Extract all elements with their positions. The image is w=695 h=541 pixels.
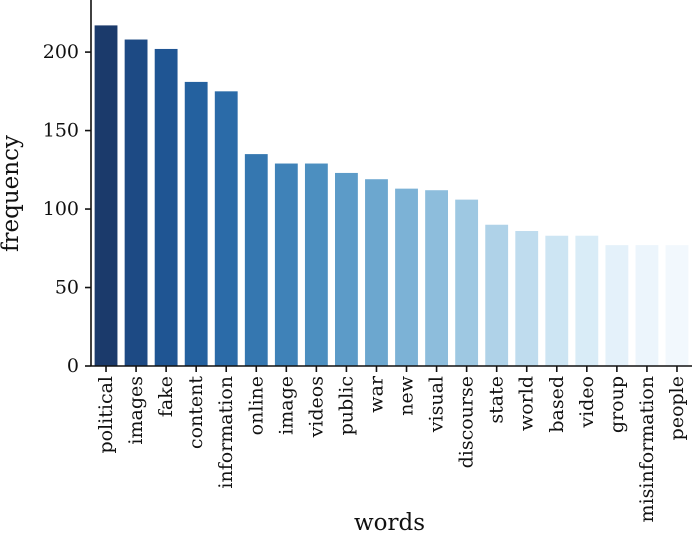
x-tick-label: fake xyxy=(155,376,177,417)
x-tick-label: misinformation xyxy=(636,376,658,522)
x-tick-label: public xyxy=(335,376,357,435)
bar-visual xyxy=(425,190,448,366)
bar-war xyxy=(365,179,388,366)
x-tick-label: visual xyxy=(426,376,448,433)
x-tick-label: discourse xyxy=(456,376,478,468)
bar-discourse xyxy=(455,199,479,366)
x-tick-label: image xyxy=(275,376,297,435)
x-tick-label: world xyxy=(516,376,538,431)
bars-group xyxy=(94,25,689,367)
x-tick-label: new xyxy=(396,375,418,415)
x-tick-label: content xyxy=(185,376,207,449)
bar-online xyxy=(244,154,268,366)
y-tick-label: 0 xyxy=(67,355,79,377)
x-tick-label: videos xyxy=(305,376,327,438)
y-axis-ticks: 0 50 100 150 200 xyxy=(43,41,91,377)
x-axis-title: words xyxy=(354,510,425,536)
x-tick-label: information xyxy=(215,376,237,489)
x-tick-label: people xyxy=(666,376,688,440)
x-tick-label: group xyxy=(606,376,628,433)
x-tick-label: war xyxy=(365,375,387,413)
bar-content xyxy=(184,81,208,366)
bar-videos xyxy=(304,163,328,366)
bar-fake xyxy=(154,48,178,366)
bar-based xyxy=(545,235,569,366)
x-tick-label: based xyxy=(546,376,568,433)
bar-video xyxy=(575,235,599,366)
bar-world xyxy=(515,231,539,366)
y-tick-label: 100 xyxy=(43,198,79,220)
x-tick-label: video xyxy=(576,376,598,429)
bar-information xyxy=(214,91,238,366)
bar-public xyxy=(335,172,358,366)
bar-images xyxy=(124,39,148,366)
x-tick-label: online xyxy=(245,376,267,435)
bar-misinformation xyxy=(635,245,659,366)
x-tick-label: images xyxy=(125,376,147,445)
y-axis-title: frequency xyxy=(0,135,24,252)
y-tick-label: 150 xyxy=(43,120,79,142)
bar-new xyxy=(395,188,418,366)
x-tick-label: political xyxy=(95,376,117,454)
y-tick-label: 200 xyxy=(43,41,79,63)
x-tick-label: state xyxy=(486,376,508,424)
bar-image xyxy=(274,163,298,366)
bar-state xyxy=(485,224,509,366)
y-tick-label: 50 xyxy=(55,277,79,299)
x-axis-ticks: political images fake content information onl… xyxy=(95,366,688,522)
bar-political xyxy=(94,25,118,367)
bar-people xyxy=(665,245,689,366)
bar-group xyxy=(605,245,629,366)
